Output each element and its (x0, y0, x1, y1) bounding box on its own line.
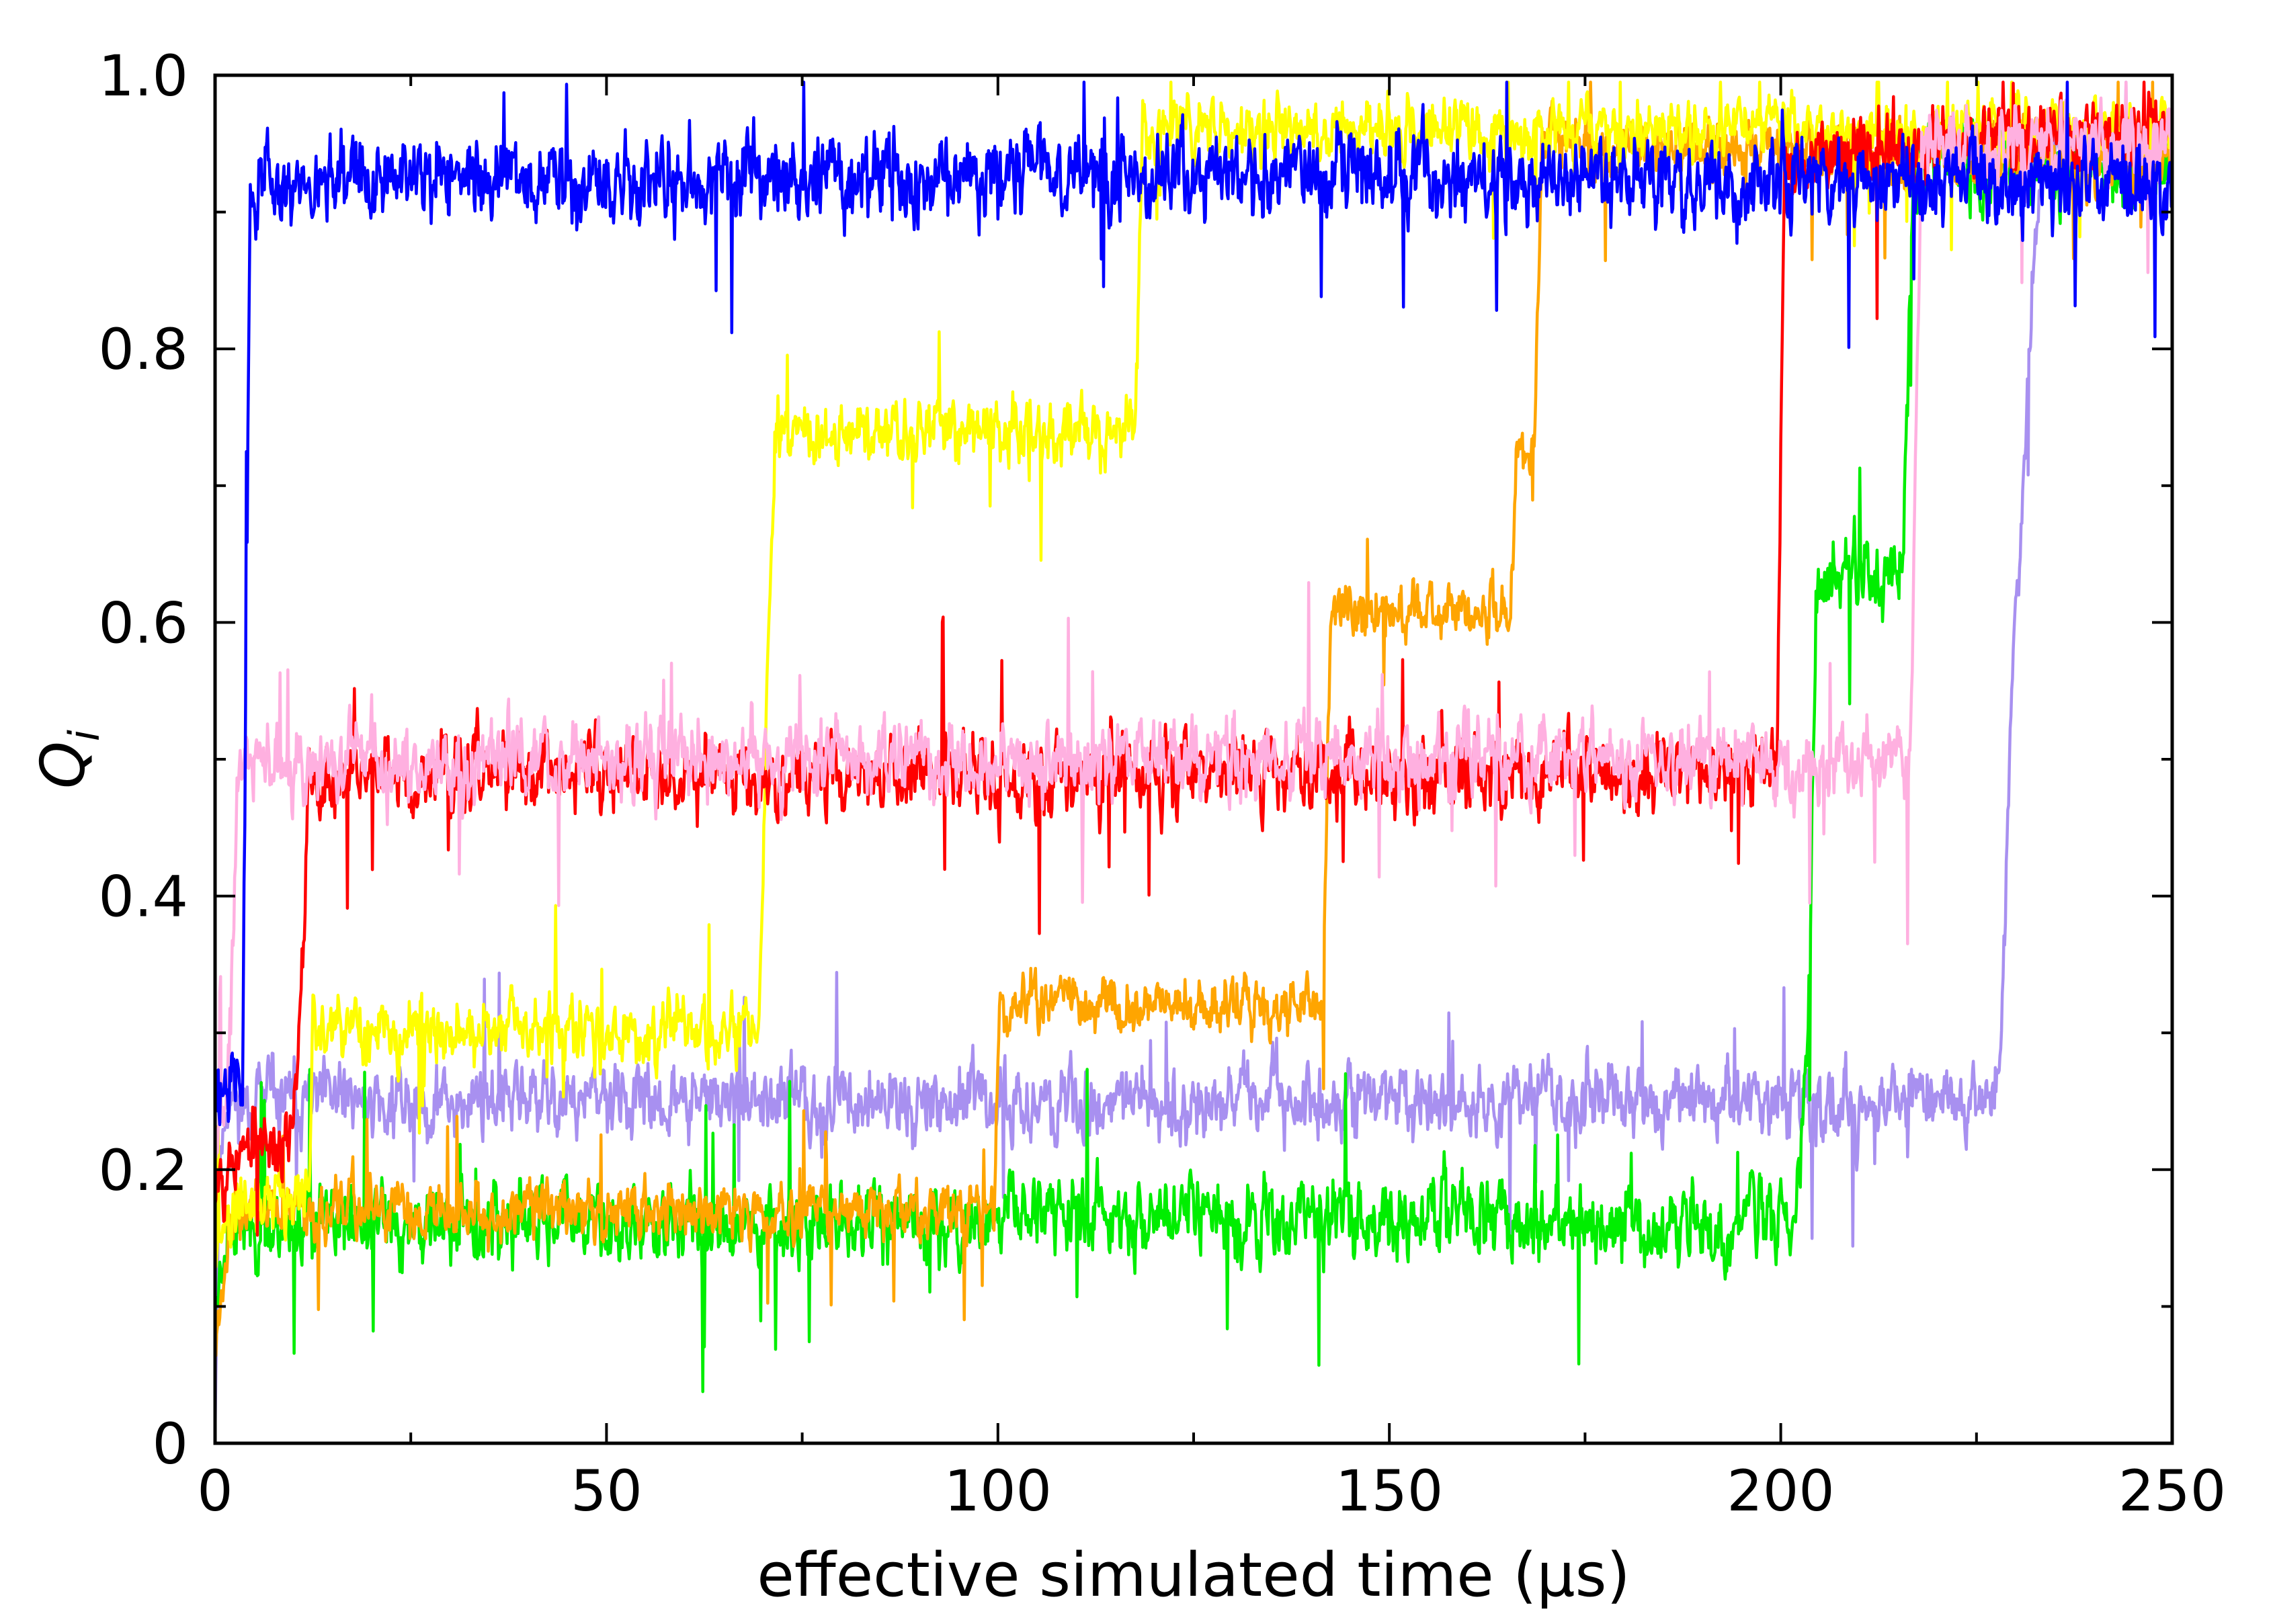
y-tick-label: 0.8 (98, 316, 188, 382)
y-tick-label: 0.6 (98, 590, 188, 656)
ticks-layer: 0 50 100 150 200 250 0 0.2 0.4 0.6 0.8 1.0 (98, 43, 2226, 1524)
y-tick-label: 0.2 (98, 1138, 188, 1203)
series-line-purple (215, 80, 2172, 1435)
x-tick-label: 0 (197, 1458, 233, 1524)
y-axis-title: Qi (28, 730, 109, 789)
y-tick-label: 1.0 (98, 43, 188, 109)
y-tick-label: 0 (153, 1411, 188, 1477)
y-tick-label: 0.4 (98, 864, 188, 930)
x-tick-label: 150 (1335, 1458, 1443, 1524)
x-tick-label: 200 (1727, 1458, 1834, 1524)
y-axis-title-subscript: i (60, 730, 109, 741)
x-tick-label: 250 (2118, 1458, 2226, 1524)
series-layer (215, 80, 2172, 1435)
plot-frame (213, 73, 2174, 1445)
y-axis-title-main: Q (28, 741, 99, 789)
x-axis-title: effective simulated time (µs) (757, 1540, 1630, 1611)
x-tick-label: 100 (944, 1458, 1052, 1524)
x-tick-label: 50 (571, 1458, 643, 1524)
series-line-blue (215, 80, 2172, 1127)
series-line-pink (215, 80, 2172, 1159)
